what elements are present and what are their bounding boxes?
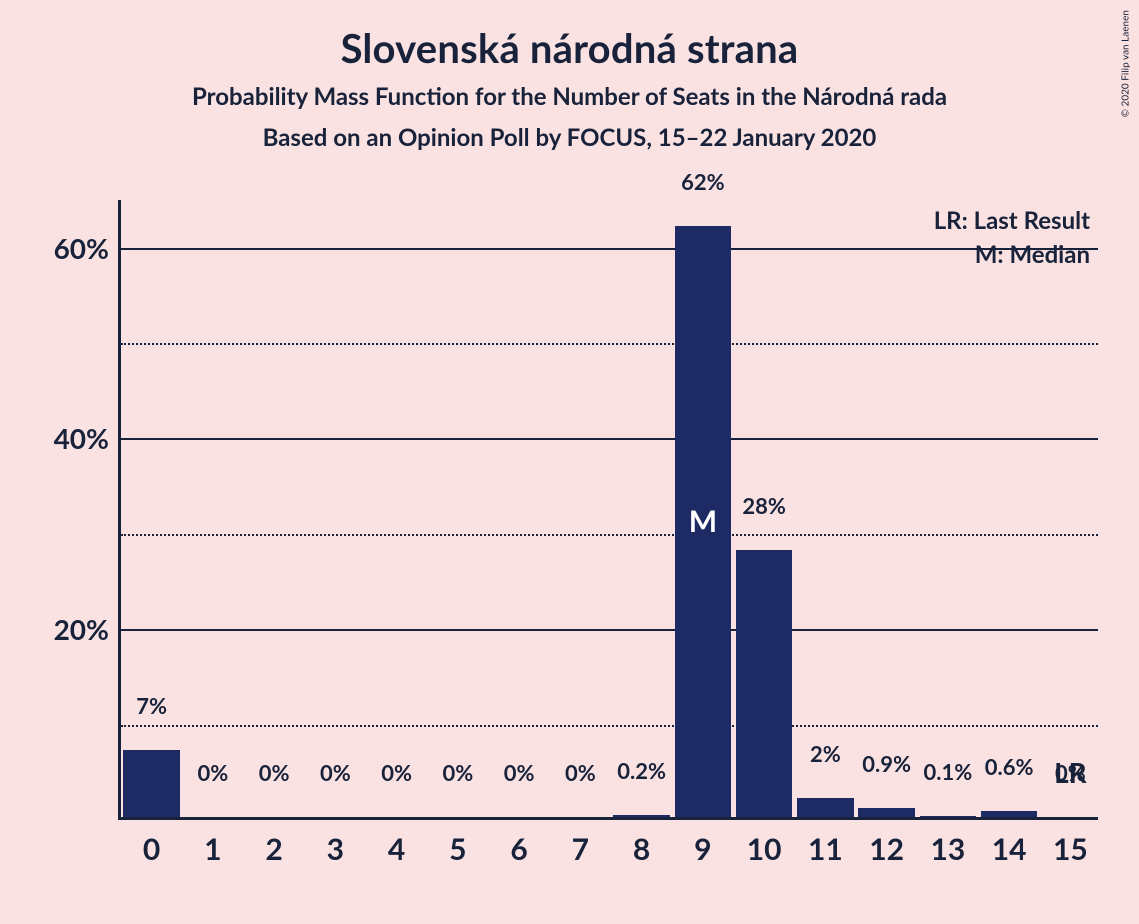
x-axis-label: 10	[747, 817, 782, 867]
gridline-minor	[121, 343, 1098, 345]
x-axis-label: 12	[869, 817, 904, 867]
bar-value-label: 28%	[742, 492, 786, 521]
bar-value-label: 2%	[810, 740, 841, 769]
y-axis-label: 60%	[54, 231, 121, 265]
gridline-major	[121, 248, 1098, 250]
bar	[858, 808, 914, 817]
legend-lr: LR: Last Result	[934, 204, 1090, 238]
bar-value-label: 0.2%	[617, 757, 666, 786]
bar-value-label: 7%	[136, 692, 167, 721]
chart-subtitle-1: Probability Mass Function for the Number…	[0, 72, 1139, 111]
chart-subtitle-2: Based on an Opinion Poll by FOCUS, 15–22…	[0, 111, 1139, 152]
x-axis-label: 14	[992, 817, 1027, 867]
bar-value-label: 0%	[381, 759, 412, 788]
gridline-minor	[121, 725, 1098, 727]
legend: LR: Last Result M: Median	[934, 204, 1090, 271]
bar-value-label: 0%	[197, 759, 228, 788]
plot-area: LR: Last Result M: Median 20%40%60%7%00%…	[118, 200, 1098, 820]
bar-value-label: 0.9%	[862, 750, 911, 779]
bar	[736, 550, 792, 817]
bar-value-label: 0%	[565, 759, 596, 788]
last-result-marker: LR	[1054, 755, 1087, 789]
bar-value-label: 0%	[320, 759, 351, 788]
x-axis-label: 15	[1053, 817, 1088, 867]
x-axis-label: 13	[930, 817, 965, 867]
median-marker: M	[689, 503, 717, 539]
bar-value-label: 0%	[259, 759, 290, 788]
bar-value-label: 0.6%	[985, 753, 1034, 782]
legend-m: M: Median	[934, 238, 1090, 272]
x-axis-label: 3	[327, 817, 344, 867]
x-axis-label: 11	[808, 817, 843, 867]
chart-title: Slovenská národná strana	[0, 0, 1139, 72]
x-axis-label: 5	[449, 817, 466, 867]
bar	[123, 750, 179, 817]
x-axis-label: 1	[204, 817, 221, 867]
bar	[797, 798, 853, 817]
gridline-major	[121, 438, 1098, 440]
bar-value-label: 0.1%	[923, 758, 972, 787]
bar-value-label: 0%	[442, 759, 473, 788]
bar-value-label: 62%	[681, 168, 725, 197]
y-axis-label: 40%	[54, 421, 121, 455]
x-axis-label: 4	[388, 817, 405, 867]
bar-value-label: 0%	[504, 759, 535, 788]
x-axis-label: 9	[694, 817, 711, 867]
y-axis-label: 20%	[54, 612, 121, 646]
x-axis-label: 7	[572, 817, 589, 867]
x-axis-label: 8	[633, 817, 650, 867]
x-axis-label: 0	[143, 817, 160, 867]
x-axis-label: 6	[510, 817, 527, 867]
copyright-label: © 2020 Filip van Laenen	[1119, 10, 1131, 117]
gridline-minor	[121, 534, 1098, 536]
x-axis-label: 2	[265, 817, 282, 867]
gridline-major	[121, 629, 1098, 631]
